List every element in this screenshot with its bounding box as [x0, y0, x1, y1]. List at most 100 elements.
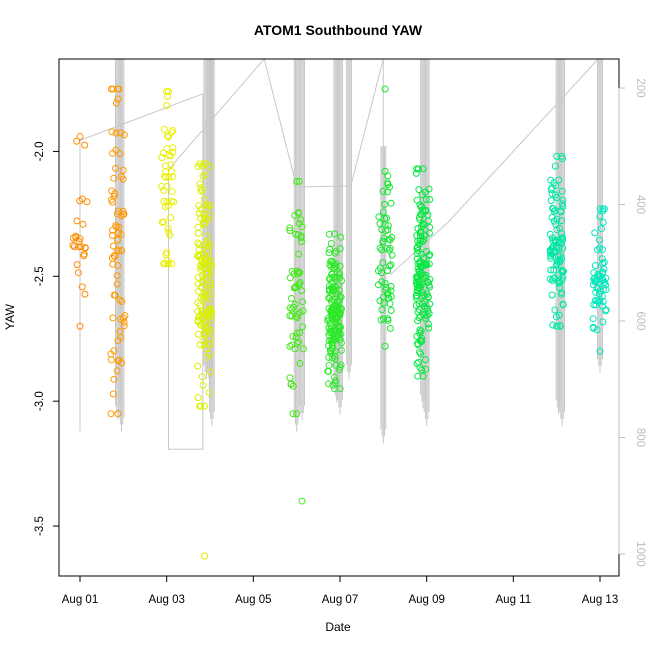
data-point [415, 281, 423, 289]
data-point [417, 327, 425, 335]
data-point [555, 277, 563, 285]
data-point [206, 211, 214, 219]
data-point [556, 224, 564, 232]
data-point [120, 318, 128, 326]
data-point [295, 177, 303, 185]
data-point [291, 284, 299, 291]
data-point [387, 261, 395, 269]
data-point [201, 293, 209, 301]
data-point [201, 171, 209, 179]
data-point [546, 248, 554, 256]
data-point [422, 365, 430, 373]
data-point [559, 301, 567, 309]
data-point [553, 194, 561, 202]
data-point [78, 283, 86, 291]
data-point [417, 337, 424, 345]
data-point [299, 345, 307, 353]
data-point [165, 133, 172, 141]
data-point [382, 283, 390, 291]
data-point [419, 237, 426, 245]
data-point [600, 205, 608, 213]
data-point [332, 318, 340, 325]
data-point [297, 238, 305, 246]
data-point [113, 280, 121, 288]
data-point [298, 497, 306, 505]
data-point [164, 260, 172, 268]
data-point [294, 270, 302, 278]
data-point [552, 220, 560, 228]
data-point [325, 337, 333, 345]
data-point [418, 191, 426, 199]
data-point [591, 297, 599, 304]
data-point [201, 160, 209, 168]
data-point [289, 332, 297, 340]
data-point [168, 128, 176, 136]
data-point [197, 402, 205, 410]
data-point [594, 270, 602, 278]
data-point [196, 160, 204, 168]
data-point [553, 257, 561, 265]
data-point [120, 131, 128, 139]
data-point [547, 197, 555, 205]
data-point [414, 372, 422, 380]
data-point [115, 356, 123, 364]
data-point [599, 218, 607, 226]
y2-tick-label: 400 [634, 195, 646, 214]
data-point [299, 307, 307, 315]
data-point [417, 236, 425, 244]
data-point [194, 229, 202, 237]
data-point [200, 195, 208, 203]
x-tick-label: Aug 07 [322, 594, 358, 606]
data-point [108, 196, 115, 204]
data-point [117, 333, 125, 341]
data-point [331, 230, 339, 238]
data-point [378, 269, 385, 277]
data-point [596, 205, 604, 213]
data-point [296, 329, 304, 337]
data-point [327, 240, 335, 247]
data-point [422, 196, 430, 203]
data-point [553, 152, 561, 160]
data-point [206, 340, 214, 348]
data-point [73, 137, 81, 145]
data-point [420, 254, 428, 262]
data-point [555, 258, 562, 266]
data-point [158, 154, 166, 162]
data-point [324, 367, 332, 375]
data-point [375, 213, 383, 221]
data-point [119, 166, 127, 174]
data-point [109, 390, 117, 398]
data-point [81, 141, 89, 149]
data-point [556, 322, 564, 330]
data-point [117, 129, 125, 137]
y2-tick-label: 200 [634, 78, 646, 97]
data-point [200, 315, 208, 323]
data-point [328, 295, 336, 303]
data-point [111, 253, 119, 260]
x-axis: Aug 01 Aug 03 Aug 05 Aug 07 Aug 09 Aug 11 Aug … [62, 575, 618, 606]
data-point [160, 186, 168, 194]
data-point [203, 232, 211, 240]
y-tick-label: -3.5 [34, 516, 46, 536]
data-point [589, 315, 597, 323]
data-point [164, 257, 172, 264]
data-point [203, 353, 211, 361]
data-point [81, 244, 89, 252]
data-point [546, 230, 554, 238]
data-point [194, 280, 202, 288]
data-point [552, 238, 559, 246]
data-point [201, 402, 209, 410]
data-point [288, 294, 295, 302]
data-point [415, 186, 423, 194]
data-point [112, 129, 120, 137]
data-point [595, 236, 603, 244]
data-point [550, 242, 558, 250]
data-point [203, 201, 211, 209]
data-point [197, 321, 205, 329]
data-point [419, 372, 427, 380]
data-point [602, 307, 610, 315]
data-point [108, 128, 116, 136]
data-point [119, 207, 127, 215]
data-point [205, 311, 213, 318]
data-point [163, 182, 171, 190]
